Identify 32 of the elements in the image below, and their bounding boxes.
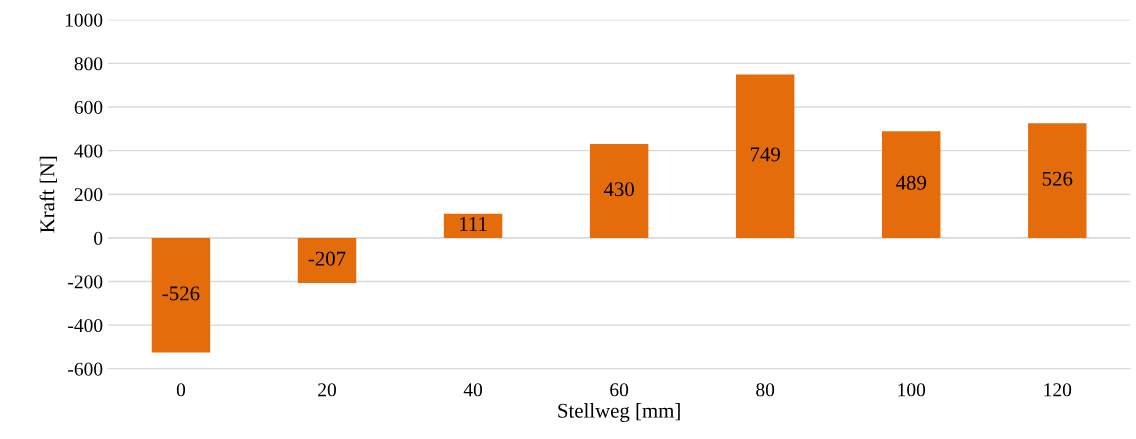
y-tick-label: -600 — [68, 362, 103, 376]
bar — [297, 237, 357, 284]
y-tick-label: 400 — [74, 144, 103, 158]
x-tick-label: 80 — [756, 383, 775, 397]
data-label: 749 — [750, 147, 780, 162]
x-tick-label: 60 — [610, 383, 629, 397]
y-tick-label: 0 — [94, 231, 103, 245]
y-tick-label: 600 — [74, 100, 103, 114]
y-tick-label: -200 — [68, 275, 103, 289]
x-tick-label: 0 — [176, 383, 186, 397]
x-tick-label: 40 — [463, 383, 483, 397]
y-axis-title: Kraft [N] — [39, 156, 57, 233]
x-tick-label: 20 — [318, 383, 336, 397]
y-tick-label: -400 — [68, 318, 103, 333]
data-label: 430 — [603, 182, 634, 197]
y-tick-label: 1000 — [65, 13, 103, 27]
bar — [1028, 123, 1087, 238]
data-label: 111 — [460, 217, 487, 231]
data-label: 489 — [896, 175, 927, 190]
y-tick-label: 800 — [74, 57, 103, 71]
bar — [882, 131, 941, 238]
x-tick-label: 100 — [898, 383, 926, 397]
bar — [443, 213, 503, 238]
bar — [735, 74, 795, 238]
y-tick-label: 200 — [74, 188, 103, 202]
x-axis-title: Stellweg [mm] — [558, 403, 680, 423]
x-tick-label: 120 — [1044, 383, 1072, 397]
bar — [151, 237, 211, 353]
bar — [589, 144, 649, 238]
data-label: -207 — [308, 251, 346, 266]
data-label: 526 — [1042, 171, 1073, 186]
data-label: -526 — [162, 286, 200, 301]
